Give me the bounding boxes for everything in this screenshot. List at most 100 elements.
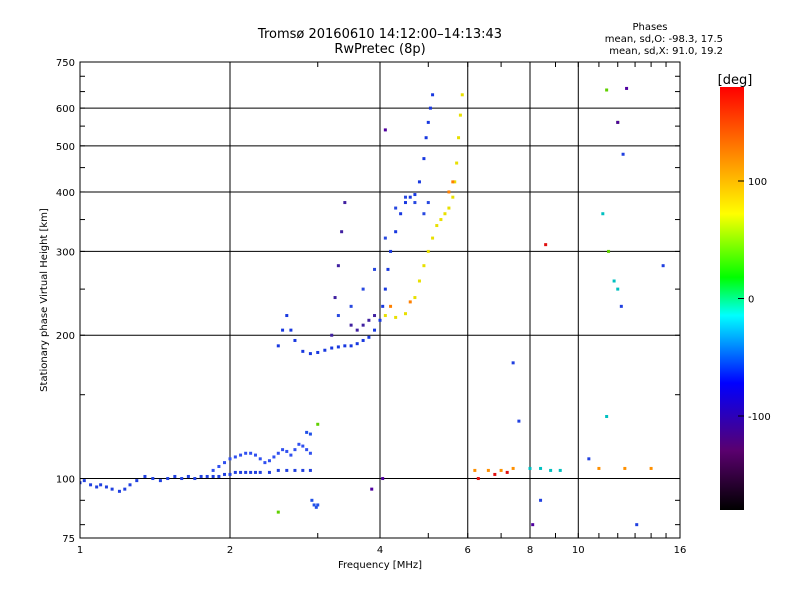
data-point: [336, 314, 340, 318]
data-point: [417, 180, 421, 184]
data-point: [117, 489, 121, 493]
data-point: [285, 468, 289, 472]
data-point: [447, 206, 451, 210]
data-point: [281, 328, 285, 332]
data-point: [217, 464, 221, 468]
data-point: [228, 472, 232, 476]
y-tick-label: 500: [56, 142, 75, 153]
data-point: [128, 483, 132, 487]
data-point: [281, 448, 285, 452]
data-point: [447, 190, 451, 194]
data-point: [517, 419, 521, 423]
data-point: [426, 249, 430, 253]
y-tick-label: 400: [56, 188, 75, 199]
data-point: [426, 201, 430, 205]
data-point: [323, 348, 327, 352]
data-point: [312, 503, 316, 507]
data-point: [403, 201, 407, 205]
data-point: [587, 457, 591, 461]
data-point: [473, 468, 477, 472]
data-point: [180, 477, 184, 481]
data-point: [361, 323, 365, 327]
data-points: [80, 86, 665, 527]
data-point: [616, 120, 620, 124]
data-point: [276, 468, 280, 472]
data-point: [297, 442, 301, 446]
axis-ticks: 1 2 4 6 8 10 16 75 100 200 300 400 500 600 750: [56, 58, 686, 556]
data-point: [413, 296, 417, 300]
data-point: [89, 483, 93, 487]
data-point: [104, 485, 108, 489]
data-point: [601, 212, 605, 216]
data-point: [316, 503, 320, 507]
data-point: [394, 230, 398, 234]
data-point: [95, 485, 99, 489]
data-point: [244, 470, 248, 474]
data-point: [289, 453, 293, 457]
data-point: [431, 93, 435, 97]
data-point: [544, 243, 548, 247]
data-point: [355, 342, 359, 346]
data-point: [389, 304, 393, 308]
data-point: [285, 314, 289, 318]
data-point: [383, 314, 387, 318]
legend-line-o: mean, sd,O: -98.3, 17.5: [605, 34, 723, 45]
data-point: [426, 120, 430, 124]
data-point: [305, 430, 309, 434]
data-point: [316, 350, 320, 354]
data-point: [99, 483, 103, 487]
data-point: [310, 498, 314, 502]
x-tick-label: 10: [572, 545, 585, 556]
data-point: [539, 498, 543, 502]
data-point: [661, 264, 665, 268]
data-point: [422, 157, 426, 161]
data-point: [383, 236, 387, 240]
data-point: [314, 505, 318, 509]
data-point: [308, 352, 312, 356]
colorbar-label: [deg]: [718, 73, 753, 88]
data-point: [330, 346, 334, 350]
data-point: [625, 86, 629, 90]
y-tick-label: 300: [56, 247, 75, 258]
data-point: [413, 201, 417, 205]
data-point: [330, 333, 334, 337]
data-point: [399, 212, 403, 216]
data-point: [193, 477, 197, 481]
x-tick-label: 6: [465, 545, 471, 556]
data-point: [424, 136, 428, 140]
data-point: [340, 230, 344, 234]
data-point: [276, 510, 280, 514]
data-point: [499, 468, 503, 472]
data-point: [285, 449, 289, 453]
data-point: [228, 457, 232, 461]
y-tick-label: 600: [56, 104, 75, 115]
data-point: [383, 128, 387, 132]
data-point: [403, 312, 407, 316]
data-point: [276, 451, 280, 455]
x-tick-label: 8: [527, 545, 533, 556]
data-point: [649, 466, 653, 470]
colorbar-ticks: 100 0 -100: [738, 177, 771, 423]
data-point: [253, 470, 257, 474]
data-point: [349, 344, 353, 348]
data-point: [223, 472, 227, 476]
data-point: [458, 113, 462, 117]
data-point: [151, 477, 155, 481]
data-point: [211, 468, 215, 472]
data-point: [451, 180, 455, 184]
data-point: [205, 474, 209, 478]
data-point: [308, 451, 312, 455]
data-point: [607, 249, 611, 253]
data-point: [158, 479, 162, 483]
data-point: [316, 422, 320, 426]
data-point: [413, 193, 417, 197]
data-point: [381, 477, 385, 481]
data-point: [293, 468, 297, 472]
data-point: [82, 479, 86, 483]
data-point: [373, 314, 377, 318]
data-point: [597, 466, 601, 470]
grid: [80, 62, 680, 538]
x-tick-label: 1: [77, 545, 83, 556]
data-point: [511, 361, 515, 365]
data-point: [361, 338, 365, 342]
